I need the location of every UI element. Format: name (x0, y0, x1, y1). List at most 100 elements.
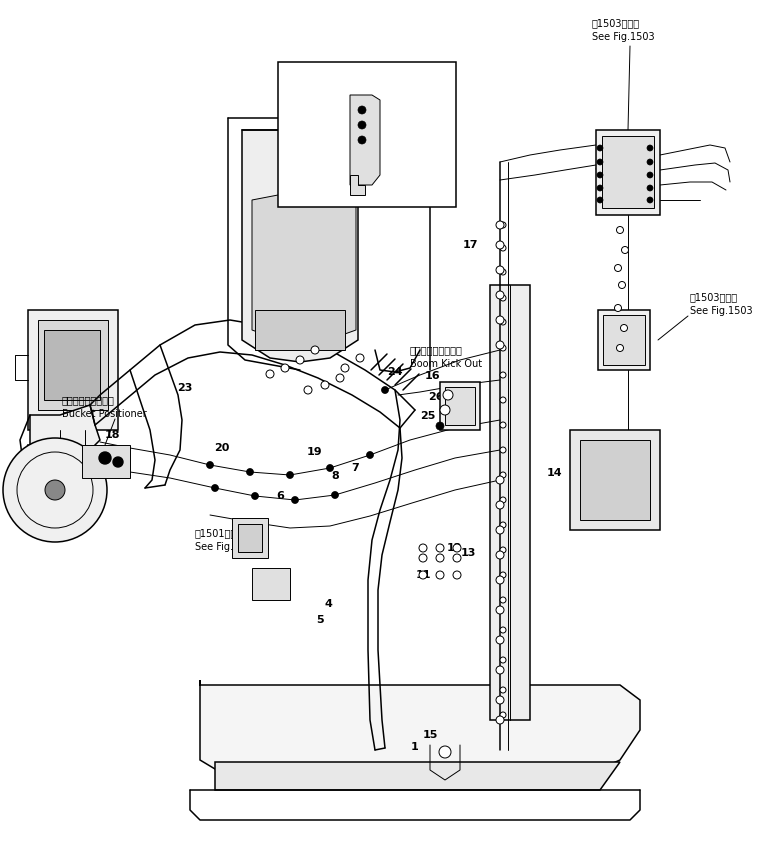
Circle shape (597, 145, 603, 151)
Text: 22: 22 (598, 335, 613, 345)
Circle shape (500, 222, 506, 228)
Circle shape (419, 544, 427, 552)
Circle shape (500, 422, 506, 428)
Circle shape (419, 554, 427, 562)
Text: 6: 6 (276, 491, 284, 501)
Circle shape (500, 397, 506, 403)
Text: 16: 16 (305, 126, 323, 138)
Circle shape (496, 526, 504, 534)
Text: Boom Kick Out: Boom Kick Out (410, 359, 482, 369)
Circle shape (496, 221, 504, 229)
Text: 18: 18 (104, 430, 120, 440)
Circle shape (500, 657, 506, 663)
Circle shape (453, 544, 461, 552)
Text: 19: 19 (307, 447, 323, 457)
Circle shape (496, 666, 504, 674)
Circle shape (453, 554, 461, 562)
Circle shape (496, 696, 504, 704)
Polygon shape (445, 387, 475, 425)
Circle shape (332, 491, 339, 498)
Circle shape (436, 554, 444, 562)
Polygon shape (603, 315, 645, 365)
Circle shape (500, 597, 506, 603)
Circle shape (496, 341, 504, 349)
Circle shape (496, 551, 504, 559)
Circle shape (500, 269, 506, 275)
Circle shape (597, 159, 603, 165)
Circle shape (647, 159, 653, 165)
Text: 13: 13 (460, 548, 476, 558)
Circle shape (286, 471, 293, 479)
Polygon shape (38, 320, 108, 410)
Text: ブームキックアウト: ブームキックアウト (410, 345, 463, 355)
Circle shape (321, 381, 329, 389)
Bar (278, 62, 456, 207)
Circle shape (617, 227, 624, 234)
Text: 1: 1 (411, 742, 419, 752)
Circle shape (614, 304, 621, 312)
Text: 16: 16 (424, 371, 440, 381)
Circle shape (304, 386, 312, 394)
Circle shape (496, 716, 504, 724)
Polygon shape (44, 330, 100, 400)
Circle shape (500, 572, 506, 578)
Text: 24: 24 (387, 367, 403, 377)
Polygon shape (215, 762, 620, 790)
Text: 7: 7 (351, 463, 359, 473)
Text: バケットポジショナ: バケットポジショナ (62, 395, 115, 405)
Circle shape (341, 364, 349, 372)
Polygon shape (350, 95, 380, 185)
Polygon shape (580, 440, 650, 520)
Text: 21: 21 (611, 311, 627, 321)
Circle shape (496, 476, 504, 484)
Circle shape (281, 364, 289, 372)
Circle shape (621, 325, 628, 331)
Text: 5: 5 (316, 615, 324, 625)
Text: 25: 25 (420, 411, 436, 421)
Circle shape (614, 265, 621, 271)
Polygon shape (570, 430, 660, 530)
Text: 10: 10 (629, 188, 644, 198)
Circle shape (500, 687, 506, 693)
Polygon shape (598, 310, 650, 370)
Text: See Fig.1503: See Fig.1503 (592, 32, 654, 42)
Circle shape (436, 571, 444, 579)
Text: 第1503図参照: 第1503図参照 (690, 292, 738, 302)
Circle shape (292, 497, 299, 503)
Circle shape (113, 457, 123, 467)
Circle shape (500, 345, 506, 351)
Circle shape (496, 636, 504, 644)
Circle shape (500, 497, 506, 503)
Polygon shape (82, 445, 130, 478)
Text: 第1501図参照: 第1501図参照 (195, 528, 243, 538)
Text: 12: 12 (447, 543, 462, 553)
Circle shape (647, 172, 653, 178)
Polygon shape (440, 382, 480, 430)
Circle shape (500, 245, 506, 251)
Circle shape (266, 370, 274, 378)
Text: 第1503図参照: 第1503図参照 (592, 18, 640, 28)
Text: 3: 3 (249, 533, 257, 543)
Polygon shape (242, 130, 358, 362)
Text: 4: 4 (324, 599, 332, 609)
Circle shape (99, 452, 111, 464)
Circle shape (296, 356, 304, 364)
Circle shape (246, 469, 253, 475)
Circle shape (436, 544, 444, 552)
Text: Serial No. 20001--: Serial No. 20001-- (285, 82, 373, 92)
Polygon shape (200, 680, 640, 778)
Text: 26: 26 (428, 392, 444, 402)
Polygon shape (490, 285, 530, 720)
Circle shape (336, 374, 344, 382)
Polygon shape (602, 136, 654, 208)
Text: See Fig.1501: See Fig.1501 (195, 542, 258, 552)
Circle shape (45, 480, 65, 500)
Polygon shape (350, 175, 365, 195)
Circle shape (496, 316, 504, 324)
Text: 14: 14 (546, 468, 562, 478)
Text: 23: 23 (177, 383, 192, 393)
Circle shape (443, 390, 453, 400)
Text: 2: 2 (276, 590, 284, 600)
Circle shape (647, 185, 653, 191)
Circle shape (500, 472, 506, 478)
